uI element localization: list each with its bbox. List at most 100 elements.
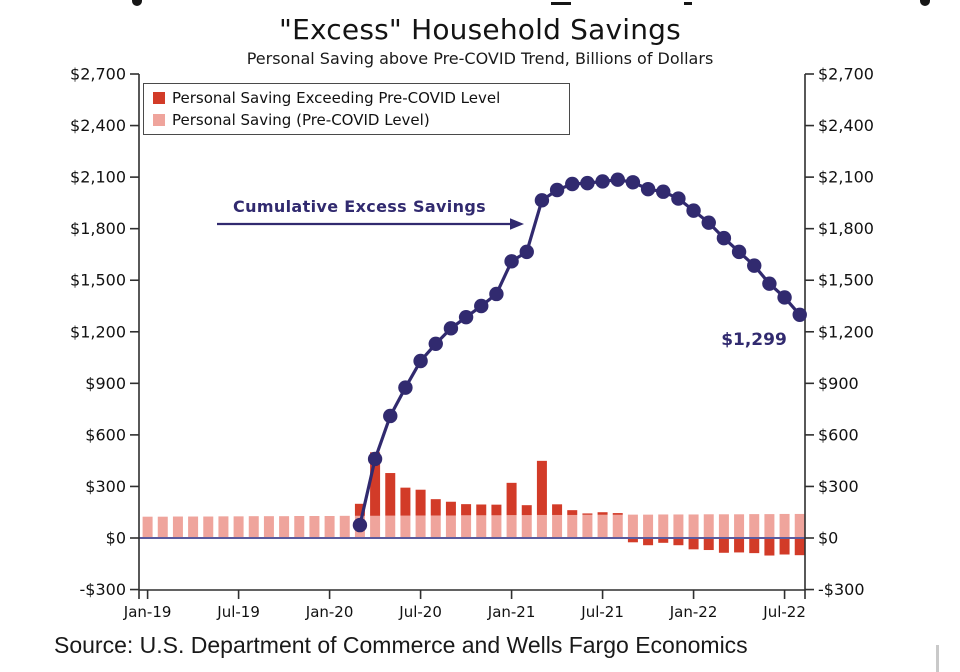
bar-pre-covid-Oct-20	[461, 515, 472, 538]
cumulative-excess-savings-line	[358, 178, 801, 526]
chart-legend: Personal Saving Exceeding Pre-COVID Leve…	[143, 83, 570, 135]
y-axis-tick-label-right: $300	[818, 477, 859, 496]
bar-excess-Jan-22	[688, 538, 699, 550]
legend-item-pre-covid: Personal Saving (Pre-COVID Level)	[153, 109, 569, 131]
bar-excess-Nov-20	[476, 504, 487, 516]
bar-excess-Jun-20	[400, 487, 411, 516]
bar-excess-May-22	[749, 538, 760, 554]
line-point-Jun-22	[762, 276, 777, 291]
y-axis-tick-label-right: $1,200	[818, 322, 874, 341]
cropped-text-artifact	[920, 0, 930, 6]
bar-excess-Feb-22	[703, 538, 714, 551]
y-axis-tick-label-right: $2,400	[818, 116, 874, 135]
legend-item-excess: Personal Saving Exceeding Pre-COVID Leve…	[153, 87, 569, 109]
line-point-Nov-20	[474, 298, 489, 314]
y-axis-tick-label-right: $600	[818, 425, 859, 444]
cropped-text-artifact	[551, 2, 571, 5]
bar-pre-covid-Mar-22	[718, 514, 729, 538]
line-point-May-22	[747, 258, 762, 273]
line-point-Oct-21	[640, 181, 656, 197]
bar-pre-covid-Jun-20	[400, 515, 411, 538]
x-axis-tick-label: Jan-21	[487, 603, 536, 621]
bar-pre-covid-Nov-21	[658, 514, 669, 538]
line-point-May-21	[565, 176, 580, 192]
bar-pre-covid-Feb-19	[157, 516, 168, 538]
y-axis-tick-label-left: $2,100	[70, 168, 126, 187]
bar-excess-Sep-20	[445, 501, 456, 516]
bar-pre-covid-May-19	[203, 516, 214, 538]
bar-pre-covid-Nov-20	[476, 515, 487, 538]
line-point-Mar-20	[352, 517, 368, 533]
annotation-cumulative-excess-savings: Cumulative Excess Savings	[233, 197, 487, 216]
chart-subtitle: Personal Saving above Pre-COVID Trend, B…	[246, 49, 714, 68]
legend-label-excess: Personal Saving Exceeding Pre-COVID Leve…	[172, 89, 501, 107]
y-axis-tick-label-left: $300	[85, 477, 126, 496]
bar-pre-covid-Sep-21	[627, 514, 638, 538]
line-point-Apr-21	[549, 182, 565, 198]
line-point-May-20	[383, 408, 398, 424]
x-axis-tick-label: Jul-19	[216, 603, 260, 621]
bar-excess-Jun-22	[764, 538, 775, 556]
bar-pre-covid-Jan-22	[688, 514, 699, 538]
line-point-Sep-21	[625, 175, 641, 190]
y-axis-tick-label-left: $1,200	[70, 322, 126, 341]
y-axis-tick-label-right: -$300	[818, 580, 865, 599]
bar-pre-covid-Feb-21	[521, 515, 532, 538]
bar-excess-Oct-21	[643, 538, 654, 546]
y-axis-tick-label-left: -$300	[80, 580, 127, 599]
bar-excess-May-20	[385, 473, 396, 516]
bar-pre-covid-Jul-20	[415, 515, 426, 538]
line-point-Jan-22	[686, 203, 701, 218]
bar-pre-covid-Dec-20	[491, 515, 502, 538]
bar-excess-Oct-20	[461, 504, 472, 516]
bar-pre-covid-Feb-22	[703, 514, 714, 538]
y-axis-tick-label-left: $0	[106, 529, 126, 548]
bar-pre-covid-Oct-21	[643, 514, 654, 538]
bar-pre-covid-Jul-22	[779, 513, 790, 538]
bar-excess-Dec-20	[491, 504, 502, 516]
x-axis-tick-label: Jan-22	[669, 603, 718, 621]
cropped-text-artifact	[684, 2, 692, 5]
bar-excess-Jun-21	[582, 513, 593, 515]
bar-excess-Dec-21	[673, 538, 684, 546]
y-axis-tick-label-right: $1,800	[818, 219, 874, 238]
bar-pre-covid-Jan-21	[506, 515, 517, 538]
line-point-Jul-22	[777, 290, 792, 305]
line-point-Nov-21	[656, 184, 671, 199]
x-axis-tick-label: Jul-21	[580, 603, 624, 621]
bar-pre-covid-Feb-20	[339, 515, 350, 538]
y-axis-tick-label-left: $900	[85, 374, 126, 393]
x-axis-tick-label: Jan-20	[305, 603, 354, 621]
line-point-Aug-20	[428, 336, 443, 352]
bar-pre-covid-Dec-19	[309, 516, 320, 538]
bar-excess-Mar-22	[718, 538, 729, 553]
bar-pre-covid-Jul-21	[597, 514, 608, 538]
scrollbar-artifact	[936, 645, 939, 672]
bar-pre-covid-Aug-20	[430, 515, 441, 538]
line-point-Apr-22	[731, 244, 747, 260]
bar-excess-Jan-21	[506, 482, 517, 516]
page-title: "Excess" Household Savings	[279, 13, 681, 46]
bar-pre-covid-May-20	[385, 515, 396, 538]
bar-pre-covid-Nov-19	[294, 516, 305, 538]
bar-excess-Apr-20	[370, 452, 381, 516]
x-axis-tick-label: Jan-19	[123, 603, 172, 621]
bar-excess-Mar-20	[354, 503, 365, 516]
bar-pre-covid-Apr-22	[734, 514, 745, 538]
line-point-Sep-20	[443, 321, 459, 336]
bar-excess-May-21	[567, 510, 578, 515]
y-axis-tick-label-left: $600	[85, 425, 126, 444]
bar-pre-covid-Aug-19	[248, 516, 259, 538]
bar-excess-Nov-21	[658, 538, 669, 543]
y-axis-tick-label-right: $2,700	[818, 65, 874, 84]
bar-pre-covid-May-22	[749, 514, 760, 538]
bar-pre-covid-Jun-21	[582, 514, 593, 538]
y-axis-tick-label-left: $2,400	[70, 116, 126, 135]
y-axis-tick-label-right: $1,500	[818, 271, 874, 290]
bar-excess-Sep-21	[627, 538, 638, 543]
bar-excess-Aug-21	[612, 513, 623, 515]
bar-excess-Jul-20	[415, 489, 426, 516]
legend-swatch-pre-covid	[153, 114, 165, 126]
bar-pre-covid-Apr-20	[370, 515, 381, 538]
